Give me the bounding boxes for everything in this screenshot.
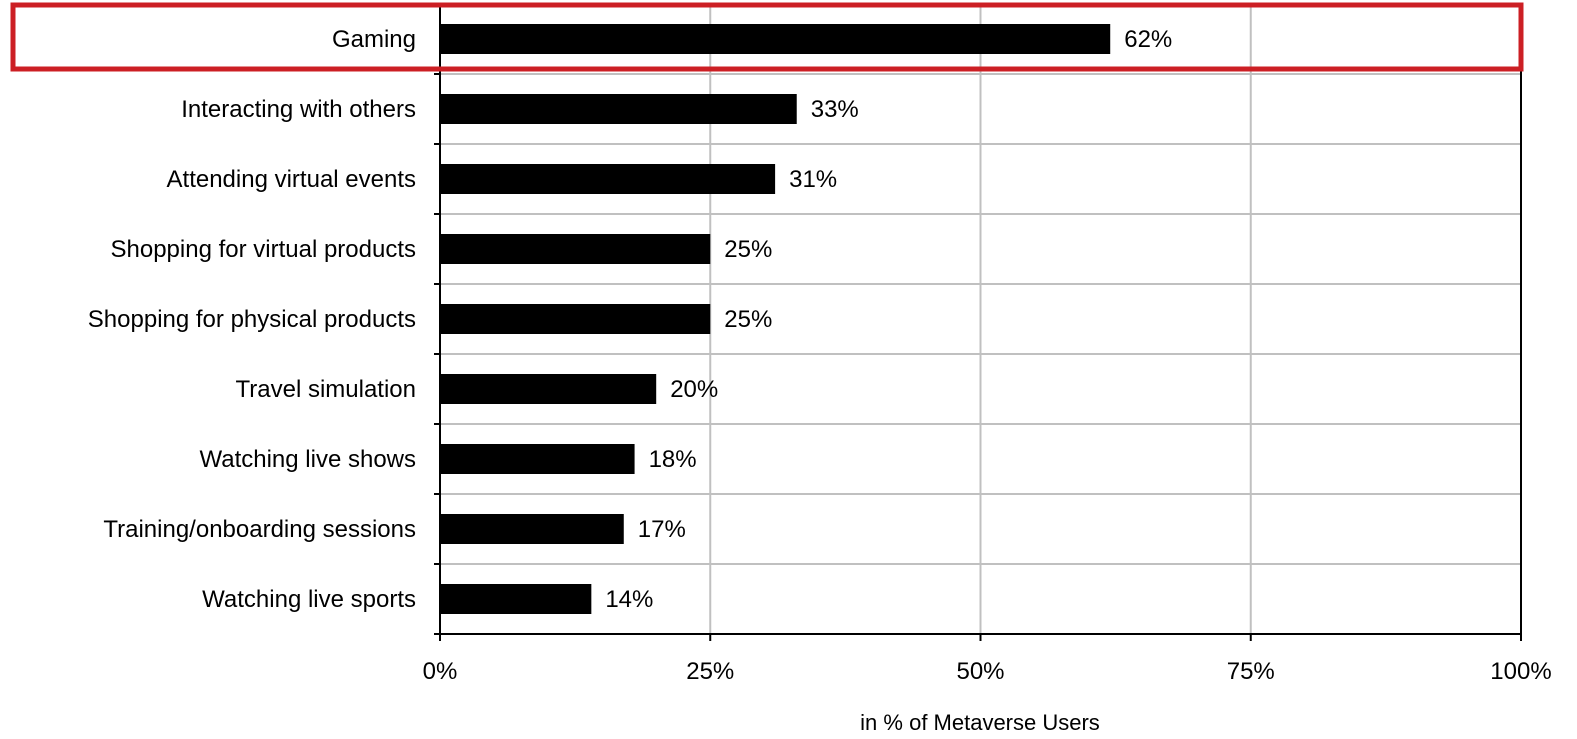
- value-label-3: 25%: [724, 236, 772, 263]
- x-tick-label-2: 50%: [956, 658, 1004, 685]
- bar-4: [440, 304, 711, 334]
- bar-7: [440, 514, 624, 544]
- category-label-4: Shopping for physical products: [88, 306, 416, 333]
- x-tick-labels: 0% 25% 50% 75% 100%: [423, 658, 1552, 685]
- category-labels: Gaming Interacting with others Attending v…: [88, 26, 416, 613]
- bar-0: [440, 24, 1111, 54]
- category-label-6: Watching live shows: [199, 446, 416, 473]
- x-tick-label-0: 0%: [423, 658, 458, 685]
- value-label-2: 31%: [789, 166, 837, 193]
- category-label-5: Travel simulation: [235, 376, 416, 403]
- bar-6: [440, 444, 635, 474]
- value-label-8: 14%: [605, 586, 653, 613]
- x-tick-label-1: 25%: [686, 658, 734, 685]
- bar-1: [440, 94, 797, 124]
- bars: [440, 24, 1111, 614]
- bar-5: [440, 374, 657, 404]
- bar-2: [440, 164, 776, 194]
- value-labels: 62% 33% 31% 25% 25% 20% 18% 17% 14%: [605, 26, 1172, 613]
- category-label-0: Gaming: [332, 26, 416, 53]
- value-label-7: 17%: [638, 516, 686, 543]
- category-label-3: Shopping for virtual products: [110, 236, 416, 263]
- x-tick-label-4: 100%: [1490, 658, 1551, 685]
- value-label-4: 25%: [724, 306, 772, 333]
- category-label-7: Training/onboarding sessions: [103, 516, 416, 543]
- category-label-2: Attending virtual events: [167, 166, 416, 193]
- axes: [434, 3, 1522, 641]
- value-label-6: 18%: [649, 446, 697, 473]
- highlight-box: [10, 2, 1524, 72]
- value-label-5: 20%: [670, 376, 718, 403]
- value-label-0: 62%: [1124, 26, 1172, 53]
- category-label-8: Watching live sports: [202, 586, 416, 613]
- value-label-1: 33%: [811, 96, 859, 123]
- x-tick-label-3: 75%: [1227, 658, 1275, 685]
- bar-8: [440, 584, 592, 614]
- category-label-1: Interacting with others: [181, 96, 416, 123]
- bar-3: [440, 234, 711, 264]
- x-axis-title: in % of Metaverse Users: [860, 710, 1100, 735]
